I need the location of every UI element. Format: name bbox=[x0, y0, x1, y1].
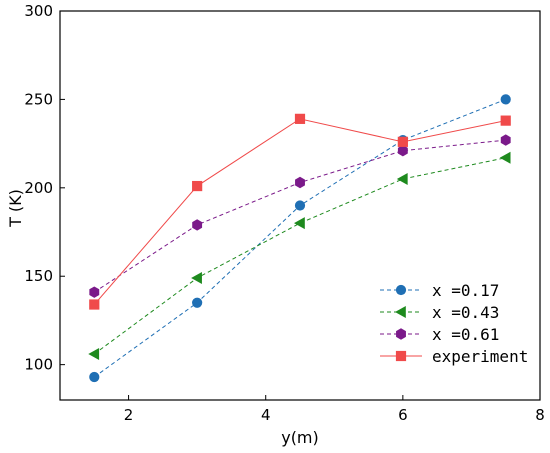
series-2 bbox=[88, 151, 511, 361]
data-point bbox=[500, 94, 511, 105]
series-1 bbox=[89, 94, 511, 383]
data-point bbox=[294, 217, 305, 230]
legend-marker bbox=[395, 350, 407, 362]
axes: 2 4 6 8 100 150 200 250 300 bbox=[24, 2, 544, 424]
data-point bbox=[89, 286, 100, 298]
data-point bbox=[500, 115, 511, 126]
y-tick-label: 250 bbox=[24, 90, 53, 108]
x-tick-label: 4 bbox=[261, 406, 271, 424]
y-axis-title: T (K) bbox=[6, 189, 25, 228]
legend-label: x =0.43 bbox=[432, 303, 499, 322]
legend-marker bbox=[395, 284, 407, 296]
data-point bbox=[295, 176, 305, 189]
x-tick-label: 6 bbox=[398, 406, 408, 424]
legend-entry-3: x =0.61 bbox=[380, 325, 499, 344]
data-point bbox=[294, 200, 306, 211]
data-point bbox=[294, 113, 306, 124]
y-tick-label: 200 bbox=[24, 179, 53, 197]
data-point bbox=[192, 219, 203, 231]
series-4 bbox=[89, 113, 511, 310]
legend-entry-2: x =0.43 bbox=[380, 303, 499, 322]
plot-frame bbox=[59, 10, 541, 401]
data-point bbox=[500, 134, 511, 146]
legend-entry-1: x =0.17 bbox=[380, 281, 499, 300]
x-tick-label: 2 bbox=[124, 406, 134, 424]
data-point bbox=[89, 299, 100, 310]
legend-label: experiment bbox=[432, 347, 528, 366]
legend-entry-4: experiment bbox=[380, 347, 528, 366]
legend-marker bbox=[396, 328, 406, 340]
data-point bbox=[396, 172, 408, 185]
data-point bbox=[397, 144, 408, 157]
series-line bbox=[93, 118, 506, 305]
data-point bbox=[88, 348, 100, 361]
legend-marker bbox=[395, 306, 406, 318]
data-point bbox=[192, 297, 203, 308]
series-line bbox=[93, 157, 506, 355]
series-3 bbox=[89, 134, 511, 298]
y-tick-label: 100 bbox=[24, 356, 53, 374]
y-tick-label: 300 bbox=[24, 2, 53, 20]
data-point bbox=[89, 371, 100, 383]
y-tick-label: 150 bbox=[24, 267, 53, 285]
x-axis-title: y(m) bbox=[281, 428, 319, 447]
data-point bbox=[397, 136, 408, 147]
data-point bbox=[192, 180, 203, 192]
x-tick-label: 8 bbox=[535, 406, 545, 424]
legend-label: x =0.61 bbox=[432, 325, 499, 344]
data-point bbox=[499, 151, 511, 164]
data-point bbox=[191, 271, 202, 284]
legend-label: x =0.17 bbox=[432, 281, 499, 300]
legend: x =0.17 x =0.43 x =0.61 experiment bbox=[380, 281, 528, 366]
series-line bbox=[94, 139, 506, 293]
plot-area bbox=[88, 94, 511, 383]
